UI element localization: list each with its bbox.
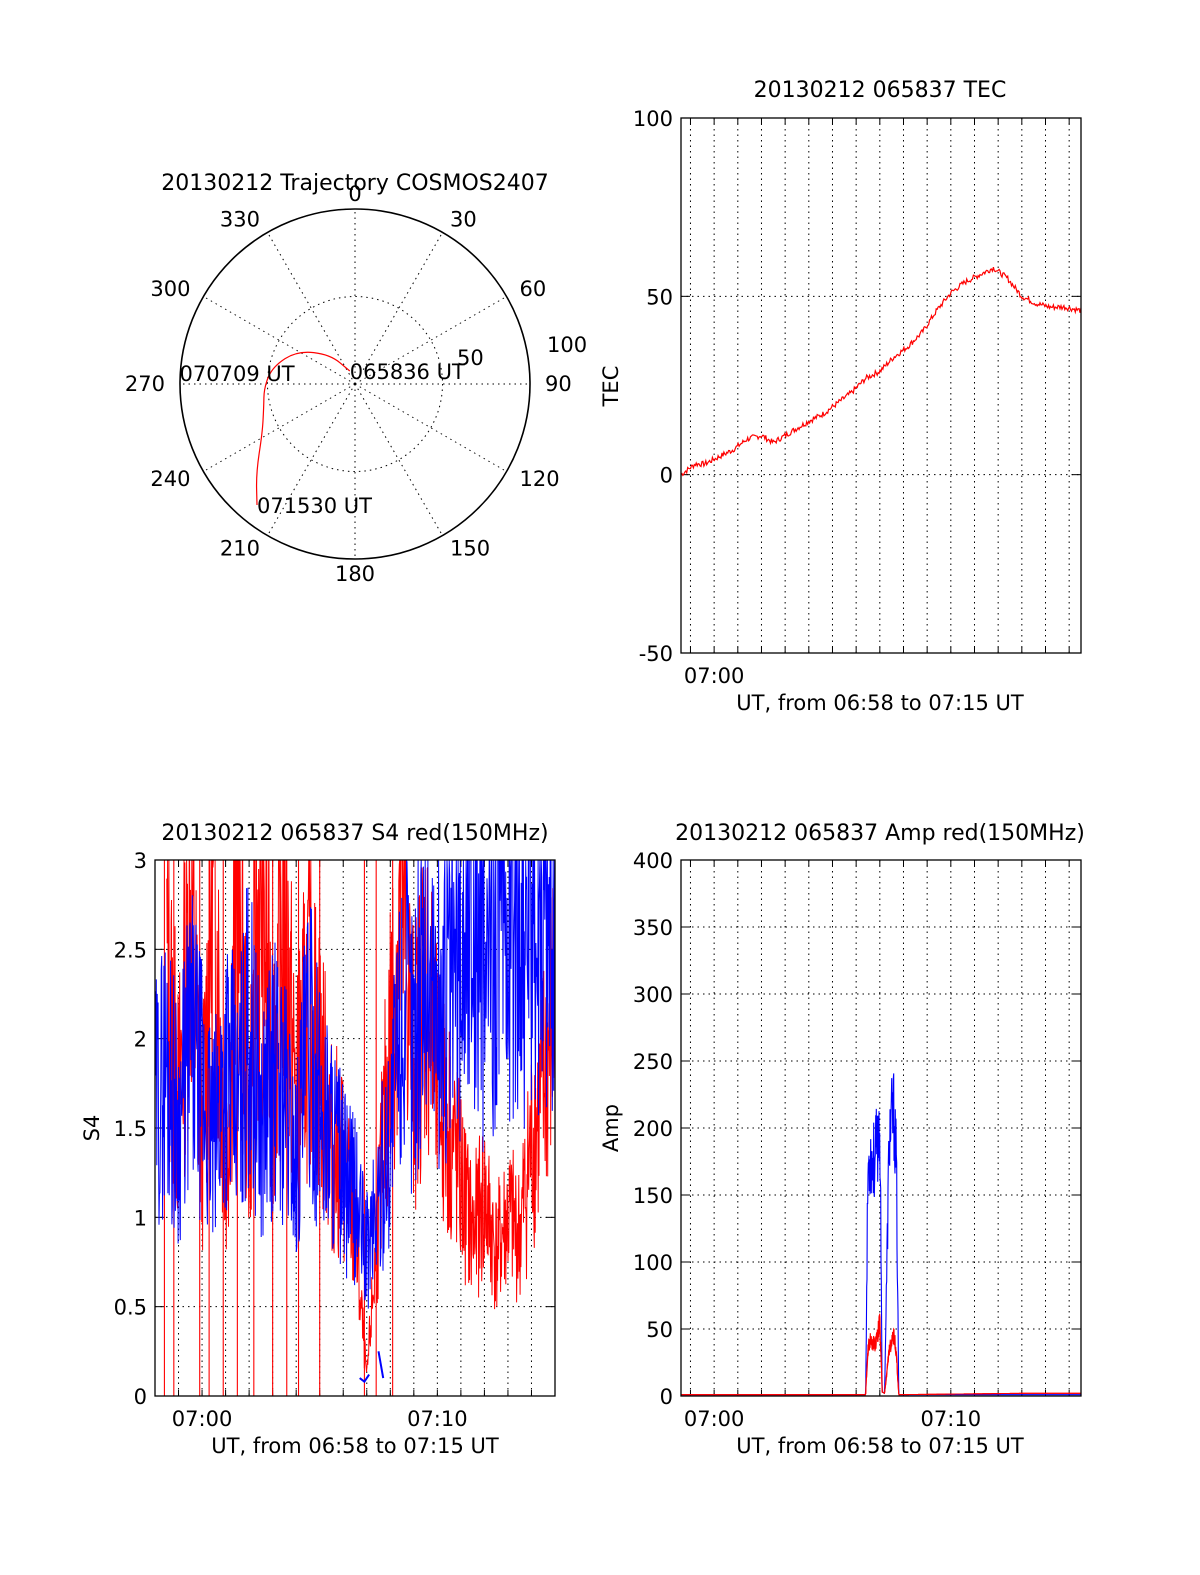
tec-xtick-label: 07:00	[684, 664, 745, 688]
amp-title: 20130212 065837 Amp red(150MHz)	[675, 821, 1085, 846]
s4-title: 20130212 065837 S4 red(150MHz)	[161, 821, 548, 846]
amp-ytick-label: 350	[633, 916, 673, 940]
s4-ytick-label: 1	[134, 1206, 147, 1230]
s4-yticks: 0 0.5 1 1.5 2 2.5 3	[114, 849, 147, 1409]
s4-panel: 20130212 065837 S4 red(150MHz) 0 0.5 1 1…	[80, 821, 556, 1458]
amp-series	[681, 1073, 1081, 1396]
polar-panel: 20130212 Trajectory COSMOS2407 0 30 60 9…	[125, 171, 587, 586]
amp-xtick-label: 07:00	[684, 1407, 745, 1431]
s4-ytick-label: 0.5	[114, 1296, 147, 1320]
tec-line	[680, 266, 1082, 477]
polar-angle-label: 210	[220, 537, 260, 561]
amp-ytick-label: 300	[633, 983, 673, 1007]
polar-annotations: 065836 UT 070709 UT 071530 UT	[180, 360, 465, 518]
polar-angle-label: 90	[545, 372, 572, 396]
amp-ytick-label: 50	[646, 1318, 673, 1342]
amp-ytick-label: 200	[633, 1117, 673, 1141]
polar-angle-label: 300	[150, 277, 190, 301]
polar-trajectory	[255, 351, 351, 506]
polar-angle-label: 30	[450, 207, 477, 231]
polar-angle-label: 330	[220, 207, 260, 231]
polar-angle-label: 270	[125, 372, 165, 396]
amp-xticks: 07:00 07:10	[684, 1407, 981, 1431]
s4-ylabel: S4	[80, 1115, 104, 1142]
s4-xlabel: UT, from 06:58 to 07:15 UT	[211, 1434, 499, 1458]
trajectory-annotation: 071530 UT	[257, 494, 372, 518]
s4-blue-line	[154, 859, 556, 1309]
s4-blue-low-segment	[377, 1351, 385, 1379]
amp-ytick-label: 250	[633, 1050, 673, 1074]
s4-ytick-label: 3	[134, 849, 147, 873]
s4-xtick-label: 07:00	[172, 1407, 233, 1431]
amp-plot-frame	[680, 859, 1082, 1397]
tec-xlabel: UT, from 06:58 to 07:15 UT	[736, 691, 1024, 715]
tec-yticks: -50 0 50 100	[633, 107, 673, 666]
tec-title: 20130212 065837 TEC	[754, 78, 1007, 103]
polar-ring	[267, 296, 443, 472]
amp-ytick-label: 0	[660, 1385, 673, 1409]
polar-angle-label: 180	[335, 562, 375, 586]
polar-radius-label: 100	[547, 333, 587, 357]
polar-radius-label: 50	[457, 346, 484, 370]
polar-ring	[179, 208, 531, 560]
amp-ylabel: Amp	[599, 1104, 623, 1152]
s4-ytick-label: 2.5	[114, 938, 147, 962]
polar-spoke	[203, 383, 356, 472]
trajectory-line	[255, 351, 351, 506]
tec-ytick-label: 0	[660, 464, 673, 488]
amp-xlabel: UT, from 06:58 to 07:15 UT	[736, 1434, 1024, 1458]
tec-ytick-label: 100	[633, 107, 673, 131]
amp-ytick-label: 100	[633, 1251, 673, 1275]
amp-yticks: 0 50 100 150 200 250 300 350 400	[633, 849, 673, 1409]
amp-ytick-label: 150	[633, 1184, 673, 1208]
s4-ytick-label: 2	[134, 1028, 147, 1052]
amp-xtick-label: 07:10	[921, 1407, 982, 1431]
s4-ytick-label: 1.5	[114, 1117, 147, 1141]
polar-angle-label: 150	[450, 537, 490, 561]
amp-ytick-label: 400	[633, 849, 673, 873]
polar-angle-label: 0	[348, 182, 361, 206]
tec-series	[680, 266, 1082, 477]
tec-ylabel: TEC	[599, 366, 623, 408]
trajectory-annotation: 065836 UT	[350, 360, 465, 384]
polar-angle-labels: 0 30 60 90 120 150 180 210 240 270 300 3…	[125, 182, 572, 586]
amp-red-overlay	[681, 1313, 1081, 1396]
polar-angle-label: 60	[520, 277, 547, 301]
s4-red-line	[166, 859, 556, 1372]
tec-ytick-label: 50	[646, 285, 673, 309]
amp-grid	[681, 859, 1081, 1397]
tec-grid	[681, 117, 1081, 654]
tec-ytick-label: -50	[639, 642, 673, 666]
s4-xtick-label: 07:10	[407, 1407, 468, 1431]
tec-xticks: 07:00	[684, 664, 745, 688]
polar-angle-label: 240	[150, 467, 190, 491]
polar-grid	[179, 208, 531, 560]
polar-title: 20130212 Trajectory COSMOS2407	[161, 171, 548, 196]
s4-series	[154, 859, 556, 1396]
amp-panel: 20130212 065837 Amp red(150MHz) 0 50 100…	[599, 821, 1085, 1458]
s4-plot-frame	[154, 859, 556, 1397]
tec-panel: 20130212 065837 TEC -50 0 50 100 07:00 U…	[599, 78, 1082, 715]
s4-blue-low-segment	[359, 1374, 370, 1384]
s4-ytick-label: 0	[134, 1385, 147, 1409]
tec-plot-frame	[680, 117, 1082, 654]
trajectory-annotation: 070709 UT	[180, 362, 295, 386]
polar-spoke	[354, 383, 507, 472]
s4-xticks: 07:00 07:10	[172, 1407, 468, 1431]
polar-angle-label: 120	[520, 467, 560, 491]
